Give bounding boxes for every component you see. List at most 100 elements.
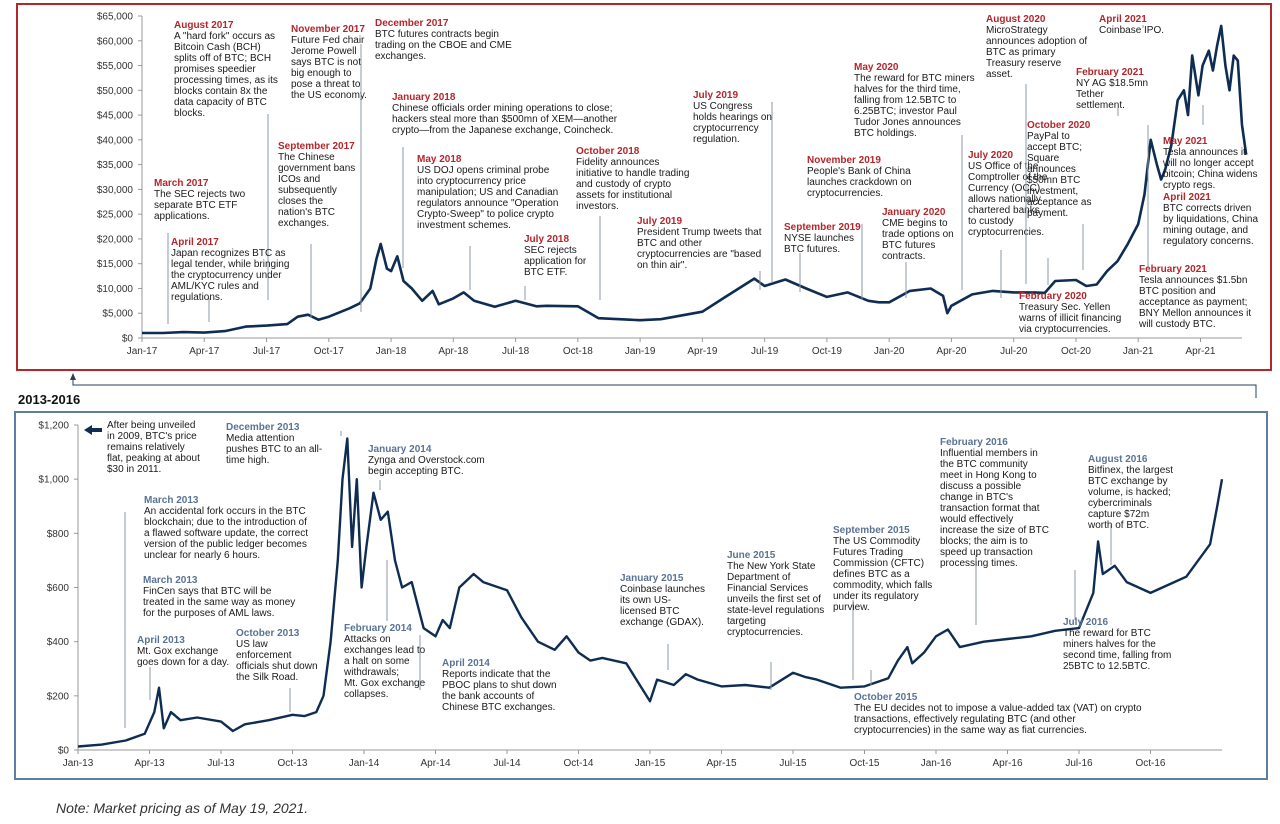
event-text-line: Bitcoin Cash (BCH) [174, 42, 261, 53]
event-title: September 2015 [833, 525, 910, 536]
event-text-line: nation's BTC [278, 207, 335, 218]
event-text-line: Chinese officials order mining operation… [392, 103, 613, 114]
x-tick-label: Apr-15 [706, 758, 736, 769]
event-text-line: The reward for BTC [1063, 628, 1151, 639]
event-text-line: discuss a possible [940, 481, 1022, 492]
x-tick-label: Jul-17 [253, 346, 281, 357]
event-text-line: President Trump tweets that [637, 227, 762, 238]
event-text-line: BTC holdings. [854, 128, 917, 139]
event-text-line: Tether [1076, 89, 1104, 100]
event-title: January 2020 [882, 207, 946, 218]
event-text-line: time high. [226, 455, 269, 466]
event-text-line: and custody of crypto [576, 179, 671, 190]
event-title: February 2016 [940, 437, 1008, 448]
x-tick-label: Apr-14 [420, 758, 450, 769]
event-text-line: People's Bank of China [807, 166, 911, 177]
event-text-line: BTC ETF. [524, 267, 567, 278]
event-text-line: Comptroller of the [968, 172, 1048, 183]
event-text-line: exchanges. [278, 218, 329, 229]
event-text-line: flat, peaking at about [107, 453, 200, 464]
event-text-line: Mt. Gox exchange [137, 646, 219, 657]
y-tick-label: $400 [47, 637, 70, 648]
event-text-line: processing times, as its [174, 75, 278, 86]
event-text-line: regulatory concerns. [1163, 236, 1254, 247]
event-text-line: BTC futures. [784, 244, 840, 255]
event-text-line: Chinese BTC exchanges. [442, 702, 555, 713]
x-tick-label: Jul-16 [1065, 758, 1093, 769]
event-text-line: for the purposes of AML laws. [143, 608, 274, 619]
y-tick-label: $600 [47, 583, 70, 594]
event-text-line: Reports indicate that the [442, 669, 551, 680]
event-text-line: Bitfinex, the largest [1088, 465, 1173, 476]
event-text-line: the bank accounts of [442, 691, 535, 702]
event-text-line: subsequently [278, 185, 337, 196]
event-title: July 2019 [637, 216, 682, 227]
event-title: July 2020 [968, 150, 1013, 161]
x-tick-label: Apr-18 [438, 346, 468, 357]
event-text-line: pushes BTC to an all- [226, 444, 322, 455]
event-text-line: allows nationally [968, 194, 1041, 205]
event-title: April 2021 [1099, 14, 1147, 25]
event-text-line: An accidental fork occurs in the BTC [144, 506, 306, 517]
x-tick-label: Oct-13 [277, 758, 307, 769]
event-text-line: in 2009, BTC's price [107, 431, 197, 442]
event-text-line: application for [524, 256, 587, 267]
event-text-line: separate BTC ETF [154, 200, 237, 211]
event-text-line: NYSE launches [784, 233, 854, 244]
event-title: June 2015 [727, 550, 776, 561]
event-title: February 2021 [1076, 67, 1144, 78]
event-text-line: the US economy. [291, 90, 367, 101]
x-tick-label: Oct-20 [1061, 346, 1091, 357]
event-text-line: government bans [278, 163, 355, 174]
event-text-line: applications. [154, 211, 210, 222]
event-text-line: The Chinese [278, 152, 335, 163]
x-tick-label: Apr-20 [936, 346, 966, 357]
event-title: April 2014 [442, 658, 490, 669]
event-text-line: Future Fed chair [291, 35, 365, 46]
event-text-line: investors. [576, 201, 619, 212]
y-tick-label: $40,000 [97, 135, 134, 146]
event-text-line: by liquidations, China [1163, 214, 1258, 225]
event-text-line: BTC corrects driven [1163, 203, 1251, 214]
event-text-line: $50mn BTC [1027, 175, 1080, 186]
event-title: October 2018 [576, 146, 640, 157]
event-text-line: blocks contain 8x the [174, 86, 268, 97]
event-text-line: Jerome Powell [291, 46, 357, 57]
y-tick-label: $60,000 [97, 36, 134, 47]
event-text-line: US Office of the [968, 161, 1039, 172]
event-text-line: US law [236, 639, 268, 650]
x-tick-label: Jan-18 [376, 346, 407, 357]
event-title: August 2020 [986, 14, 1046, 25]
event-text-line: BTC position and [1139, 286, 1216, 297]
event-text-line: volume, is hacked; [1088, 487, 1171, 498]
event-text-line: cryptocurrencies) in the same way as fia… [854, 725, 1087, 736]
y-tick-label: $55,000 [97, 61, 134, 72]
y-tick-label: $50,000 [97, 86, 134, 97]
event-text-line: exchanges. [375, 51, 426, 62]
y-tick-label: $15,000 [97, 259, 134, 270]
event-text-line: goes down for a day. [137, 657, 229, 668]
event-text-line: unclear for nearly 6 hours. [144, 550, 260, 561]
event-text-line: trading on the CBOE and CME [375, 40, 512, 51]
event-text-line: The US Commodity [833, 536, 920, 547]
y-tick-label: $25,000 [97, 210, 134, 221]
event-title: July 2018 [524, 234, 569, 245]
event-text-line: cybercriminals [1088, 498, 1152, 509]
event-text-line: The SEC rejects two [154, 189, 246, 200]
y-tick-label: $5,000 [102, 309, 133, 320]
event-text-line: Treasury reserve [986, 58, 1062, 69]
x-tick-label: Apr-19 [687, 346, 717, 357]
event-text-line: $30 in 2011. [107, 464, 161, 475]
y-tick-label: $0 [122, 334, 134, 345]
